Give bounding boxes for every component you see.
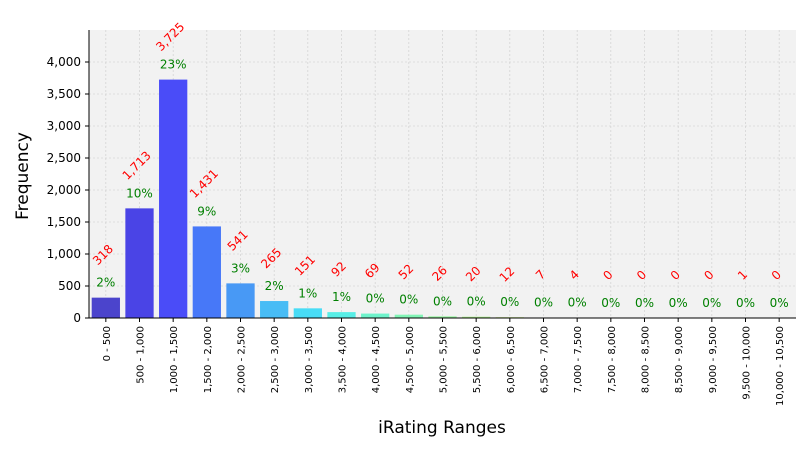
percent-label: 3% — [231, 261, 250, 275]
percent-label: 0% — [601, 296, 620, 310]
bar — [293, 308, 322, 318]
y-tick-label: 3,500 — [47, 87, 81, 101]
percent-label: 1% — [298, 286, 317, 300]
x-tick-label: 6,000 - 6,500 — [506, 326, 517, 393]
bars — [91, 79, 760, 318]
y-tick-label: 2,000 — [47, 183, 81, 197]
x-tick-label: 5,500 - 6,000 — [472, 326, 483, 393]
x-tick-label: 4,500 - 5,000 — [405, 326, 416, 393]
x-tick-label: 3,500 - 4,000 — [338, 326, 349, 393]
bar — [91, 297, 120, 318]
y-tick-label: 1,500 — [47, 215, 81, 229]
y-tick-label: 500 — [58, 279, 81, 293]
y-tick-label: 3,000 — [47, 119, 81, 133]
x-tick-label: 1,000 - 1,500 — [169, 326, 180, 393]
x-tick-label: 2,000 - 2,500 — [237, 326, 248, 393]
x-tick-label: 5,000 - 5,500 — [439, 326, 450, 393]
percent-label: 0% — [702, 296, 721, 310]
y-tick-label: 0 — [73, 311, 81, 325]
bar — [226, 283, 255, 318]
x-tick-label: 7,500 - 8,000 — [607, 326, 618, 393]
x-tick-label: 10,000 - 10,500 — [775, 326, 786, 406]
percent-label: 0% — [500, 295, 519, 309]
y-tick-label: 2,500 — [47, 151, 81, 165]
percent-label: 0% — [399, 293, 418, 307]
bar — [394, 314, 423, 318]
percent-label: 1% — [332, 290, 351, 304]
x-axis-title: iRating Ranges — [378, 418, 506, 438]
x-tick-label: 1,500 - 2,000 — [203, 326, 214, 393]
x-tick-label: 2,500 - 3,000 — [270, 326, 281, 393]
x-tick-label: 0 - 500 — [102, 326, 113, 361]
y-tick-label: 1,000 — [47, 247, 81, 261]
bar — [192, 226, 221, 318]
x-tick-label: 4,000 - 4,500 — [371, 326, 382, 393]
percent-label: 0% — [770, 296, 789, 310]
percent-label: 9% — [197, 204, 216, 218]
bar — [462, 316, 491, 318]
percent-label: 0% — [534, 296, 553, 310]
percent-label: 0% — [467, 295, 486, 309]
percent-label: 0% — [568, 296, 587, 310]
percent-label: 2% — [96, 276, 115, 290]
x-tick-label: 8,000 - 8,500 — [641, 326, 652, 393]
x-ticks: 0 - 500 500 - 1,000 1,000 - 1,500 1,500 - 2… — [102, 318, 786, 406]
y-axis-title: Frequency — [13, 132, 33, 220]
x-tick-label: 8,500 - 9,000 — [674, 326, 685, 393]
bar — [361, 313, 390, 318]
bar — [125, 208, 154, 318]
percent-label: 0% — [635, 296, 654, 310]
bar — [327, 312, 356, 318]
x-tick-label: 9,500 - 10,000 — [742, 326, 753, 400]
bar — [428, 316, 457, 318]
percent-label: 10% — [126, 186, 153, 200]
y-tick-label: 4,000 — [47, 55, 81, 69]
x-tick-label: 500 - 1,000 — [136, 326, 147, 384]
percent-label: 0% — [669, 296, 688, 310]
percent-label: 0% — [433, 294, 452, 308]
x-tick-label: 6,500 - 7,000 — [540, 326, 551, 393]
percent-label: 23% — [160, 58, 187, 72]
bar — [260, 301, 289, 318]
x-tick-label: 3,000 - 3,500 — [304, 326, 315, 393]
x-tick-label: 9,000 - 9,500 — [708, 326, 719, 393]
percent-label: 0% — [366, 292, 385, 306]
bar — [159, 79, 188, 318]
percent-label: 0% — [736, 296, 755, 310]
x-tick-label: 7,000 - 7,500 — [573, 326, 584, 393]
y-ticks: 0 500 1,000 1,500 2,000 2,500 3,000 3,500 4,000 — [47, 55, 89, 325]
percent-label: 2% — [265, 279, 284, 293]
